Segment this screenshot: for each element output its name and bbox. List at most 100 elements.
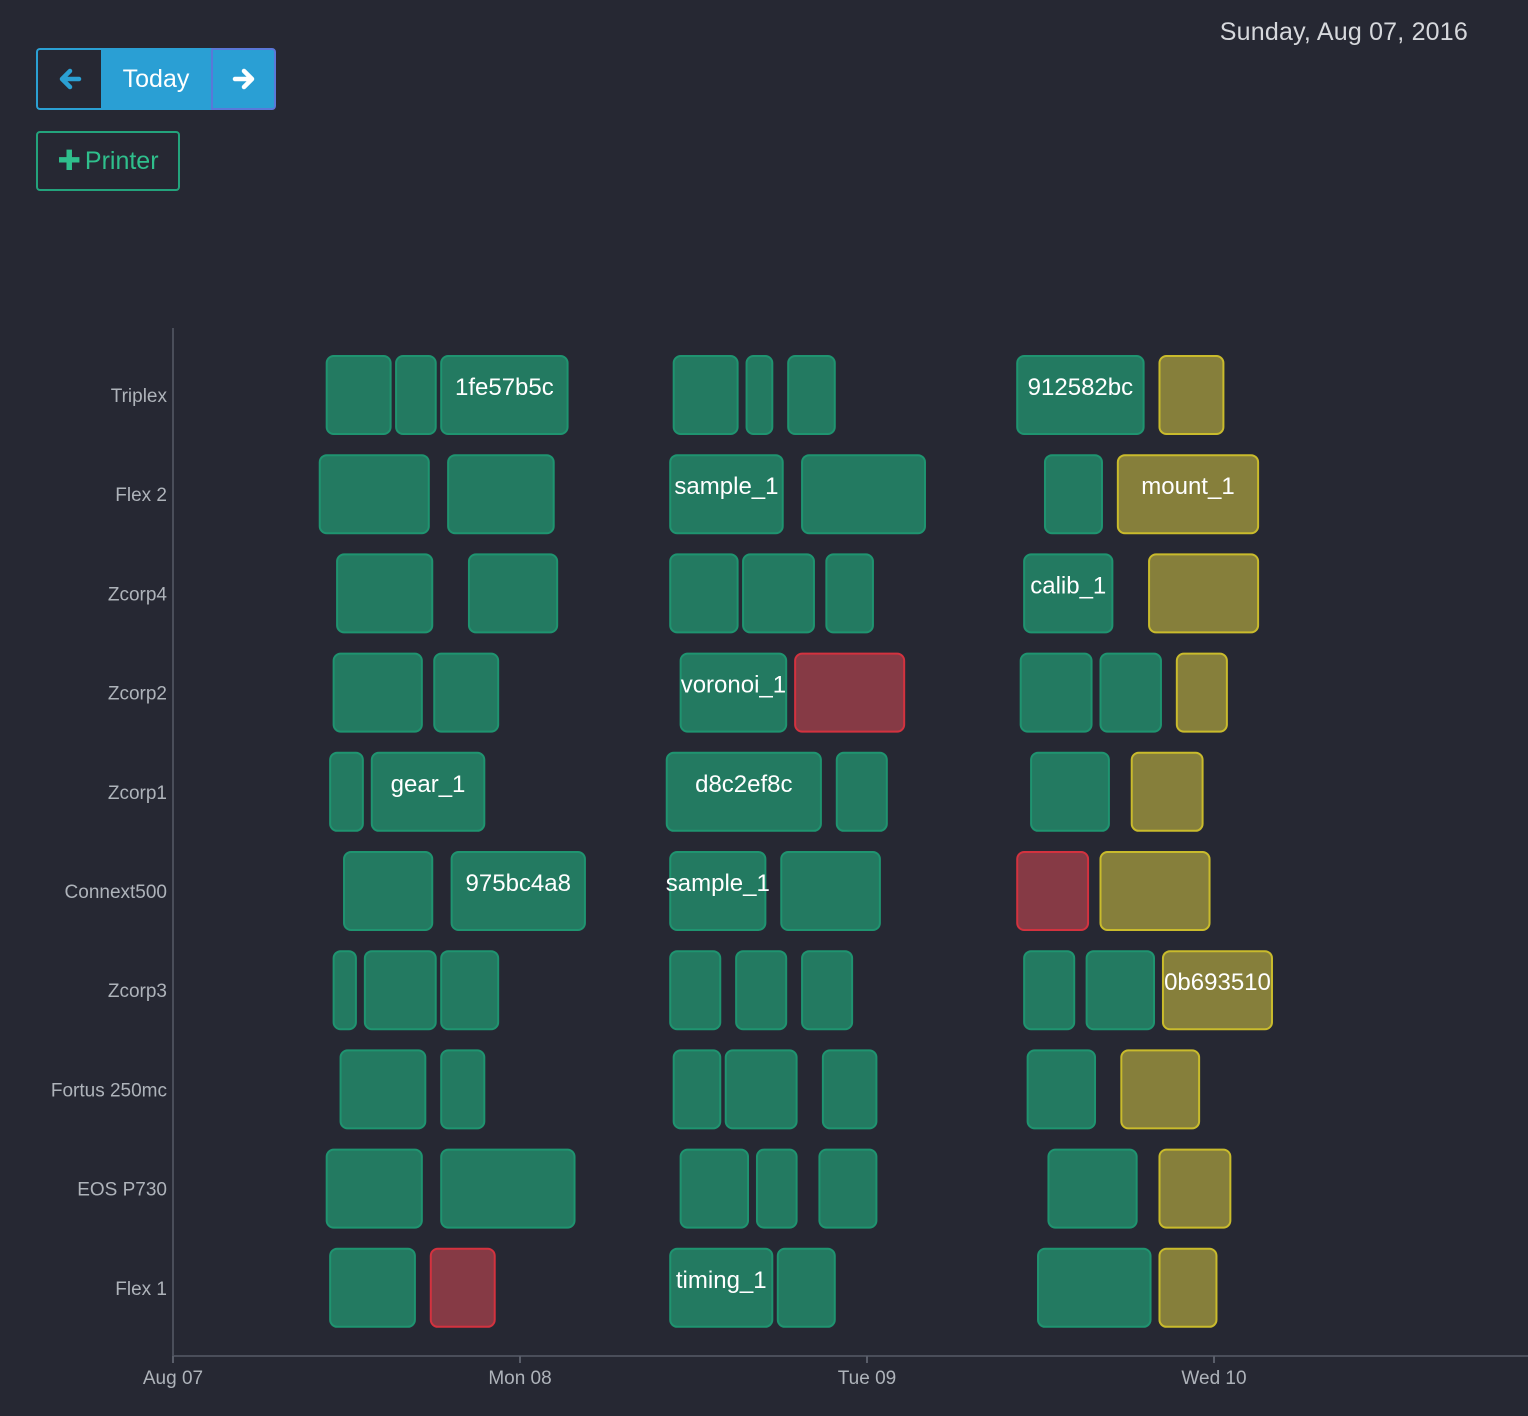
printer-row-label: Flex 1 bbox=[115, 1279, 167, 1300]
job-bar-ok[interactable] bbox=[433, 652, 500, 733]
job-bar-ok[interactable] bbox=[395, 355, 437, 435]
job-bar-ok[interactable] bbox=[825, 553, 874, 634]
job-bar-ok[interactable] bbox=[1023, 950, 1076, 1031]
job-bar-ok[interactable] bbox=[329, 751, 364, 832]
job-bar-ok[interactable] bbox=[336, 553, 434, 634]
job-bar-ok[interactable] bbox=[780, 851, 881, 931]
job-bar-warning[interactable] bbox=[1158, 1247, 1218, 1328]
job-bar-warning[interactable] bbox=[1161, 950, 1273, 1031]
printer-row-label: EOS P730 bbox=[77, 1180, 167, 1201]
job-bar-warning[interactable] bbox=[1158, 355, 1225, 435]
job-bar-ok[interactable] bbox=[440, 1148, 576, 1229]
arrow-right-icon bbox=[232, 68, 254, 90]
add-printer-button[interactable]: ✚ Printer bbox=[36, 131, 180, 191]
job-bar-ok[interactable] bbox=[679, 1148, 750, 1229]
job-bar-ok[interactable] bbox=[1047, 1148, 1138, 1229]
job-bar-ok[interactable] bbox=[801, 950, 854, 1031]
job-bar-label: 912582bc bbox=[1028, 374, 1133, 401]
job-bar-label: sample_1 bbox=[666, 870, 770, 897]
job-bar-ok[interactable] bbox=[665, 751, 822, 832]
job-bar-ok[interactable] bbox=[745, 355, 774, 435]
current-date-label: Sunday, Aug 07, 2016 bbox=[1219, 18, 1468, 46]
job-bar-label: 0b693510 bbox=[1164, 969, 1271, 996]
job-bar-ok[interactable] bbox=[343, 851, 434, 931]
job-bar-ok[interactable] bbox=[450, 851, 586, 931]
job-bar-ok[interactable] bbox=[318, 454, 430, 535]
job-bar-ok[interactable] bbox=[669, 1247, 774, 1328]
printer-row-label: Fortus 250mc bbox=[51, 1080, 167, 1101]
job-bar-warning[interactable] bbox=[1116, 454, 1260, 535]
job-bar-ok[interactable] bbox=[440, 1049, 486, 1130]
job-bar-ok[interactable] bbox=[339, 1049, 427, 1130]
job-bar-ok[interactable] bbox=[669, 454, 784, 535]
job-bar-ok[interactable] bbox=[818, 1148, 878, 1229]
job-bar-ok[interactable] bbox=[776, 1247, 836, 1328]
printer-row-label: Triplex bbox=[111, 386, 168, 407]
job-bar-warning[interactable] bbox=[1158, 1148, 1232, 1229]
job-bar-ok[interactable] bbox=[329, 1247, 416, 1328]
job-bar-ok[interactable] bbox=[370, 751, 486, 832]
x-tick-label: Tue 09 bbox=[838, 1368, 896, 1389]
job-bar-label: voronoi_1 bbox=[681, 672, 786, 699]
job-bar-ok[interactable] bbox=[669, 553, 739, 634]
printer-row-label: Flex 2 bbox=[115, 485, 167, 506]
job-bar-warning[interactable] bbox=[1099, 851, 1211, 931]
job-bar-ok[interactable] bbox=[679, 652, 788, 733]
job-bar-warning[interactable] bbox=[1175, 652, 1228, 733]
job-bar-ok[interactable] bbox=[447, 454, 555, 535]
job-bar-warning[interactable] bbox=[1148, 553, 1260, 634]
job-bar-error[interactable] bbox=[794, 652, 906, 733]
next-day-button[interactable] bbox=[211, 48, 276, 110]
job-bar-ok[interactable] bbox=[724, 1049, 798, 1130]
job-bar-error[interactable] bbox=[1016, 851, 1090, 931]
job-bar-ok[interactable] bbox=[467, 553, 559, 634]
printer-row-label: Zcorp1 bbox=[108, 783, 167, 804]
job-bar-ok[interactable] bbox=[669, 950, 722, 1031]
job-bar-ok[interactable] bbox=[1099, 652, 1162, 733]
job-bar-ok[interactable] bbox=[672, 355, 739, 435]
job-bar-label: calib_1 bbox=[1030, 572, 1106, 599]
job-bar-ok[interactable] bbox=[1016, 355, 1145, 435]
job-bar-ok[interactable] bbox=[325, 355, 392, 435]
job-bar-ok[interactable] bbox=[363, 950, 437, 1031]
job-bar-ok[interactable] bbox=[1023, 553, 1114, 634]
job-bar-ok[interactable] bbox=[801, 454, 926, 535]
plus-icon: ✚ bbox=[57, 145, 81, 176]
job-bar-ok[interactable] bbox=[755, 1148, 798, 1229]
today-button[interactable]: Today bbox=[101, 48, 211, 110]
arrow-left-icon bbox=[59, 68, 81, 90]
job-bar-ok[interactable] bbox=[332, 652, 423, 733]
previous-day-button[interactable] bbox=[36, 48, 101, 110]
job-bar-ok[interactable] bbox=[735, 950, 788, 1031]
job-bar-ok[interactable] bbox=[787, 355, 836, 435]
job-bar-ok[interactable] bbox=[835, 751, 888, 832]
job-bar-ok[interactable] bbox=[1043, 454, 1103, 535]
job-bar-warning[interactable] bbox=[1120, 1049, 1201, 1130]
x-tick-label: Wed 10 bbox=[1181, 1368, 1246, 1389]
job-bar-ok[interactable] bbox=[1019, 652, 1093, 733]
job-bar-ok[interactable] bbox=[821, 1049, 878, 1130]
job-bar-ok[interactable] bbox=[672, 1049, 722, 1130]
printer-row-label: Connext500 bbox=[65, 882, 167, 903]
add-printer-label: Printer bbox=[84, 146, 159, 175]
job-bar-warning[interactable] bbox=[1130, 751, 1204, 832]
job-bar-ok[interactable] bbox=[1030, 751, 1110, 832]
job-bar-ok[interactable] bbox=[669, 851, 767, 931]
job-bar-ok[interactable] bbox=[742, 553, 815, 634]
job-bar-label: timing_1 bbox=[676, 1267, 767, 1294]
printer-row-label: Zcorp4 bbox=[108, 584, 168, 605]
x-tick-label: Mon 08 bbox=[488, 1368, 551, 1389]
job-bar-ok[interactable] bbox=[325, 1148, 423, 1229]
printer-row-label: Zcorp3 bbox=[108, 981, 167, 1002]
job-bar-ok[interactable] bbox=[1026, 1049, 1097, 1130]
job-bar-ok[interactable] bbox=[332, 950, 357, 1031]
job-bar-ok[interactable] bbox=[1037, 1247, 1152, 1328]
job-bar-error[interactable] bbox=[429, 1247, 496, 1328]
job-bar-ok[interactable] bbox=[440, 355, 569, 435]
job-bar-ok[interactable] bbox=[1085, 950, 1156, 1031]
job-bar-ok[interactable] bbox=[440, 950, 500, 1031]
job-bar-label: 975bc4a8 bbox=[466, 870, 571, 897]
printer-row-label: Zcorp2 bbox=[108, 684, 167, 705]
date-navigation: Today bbox=[36, 48, 276, 110]
